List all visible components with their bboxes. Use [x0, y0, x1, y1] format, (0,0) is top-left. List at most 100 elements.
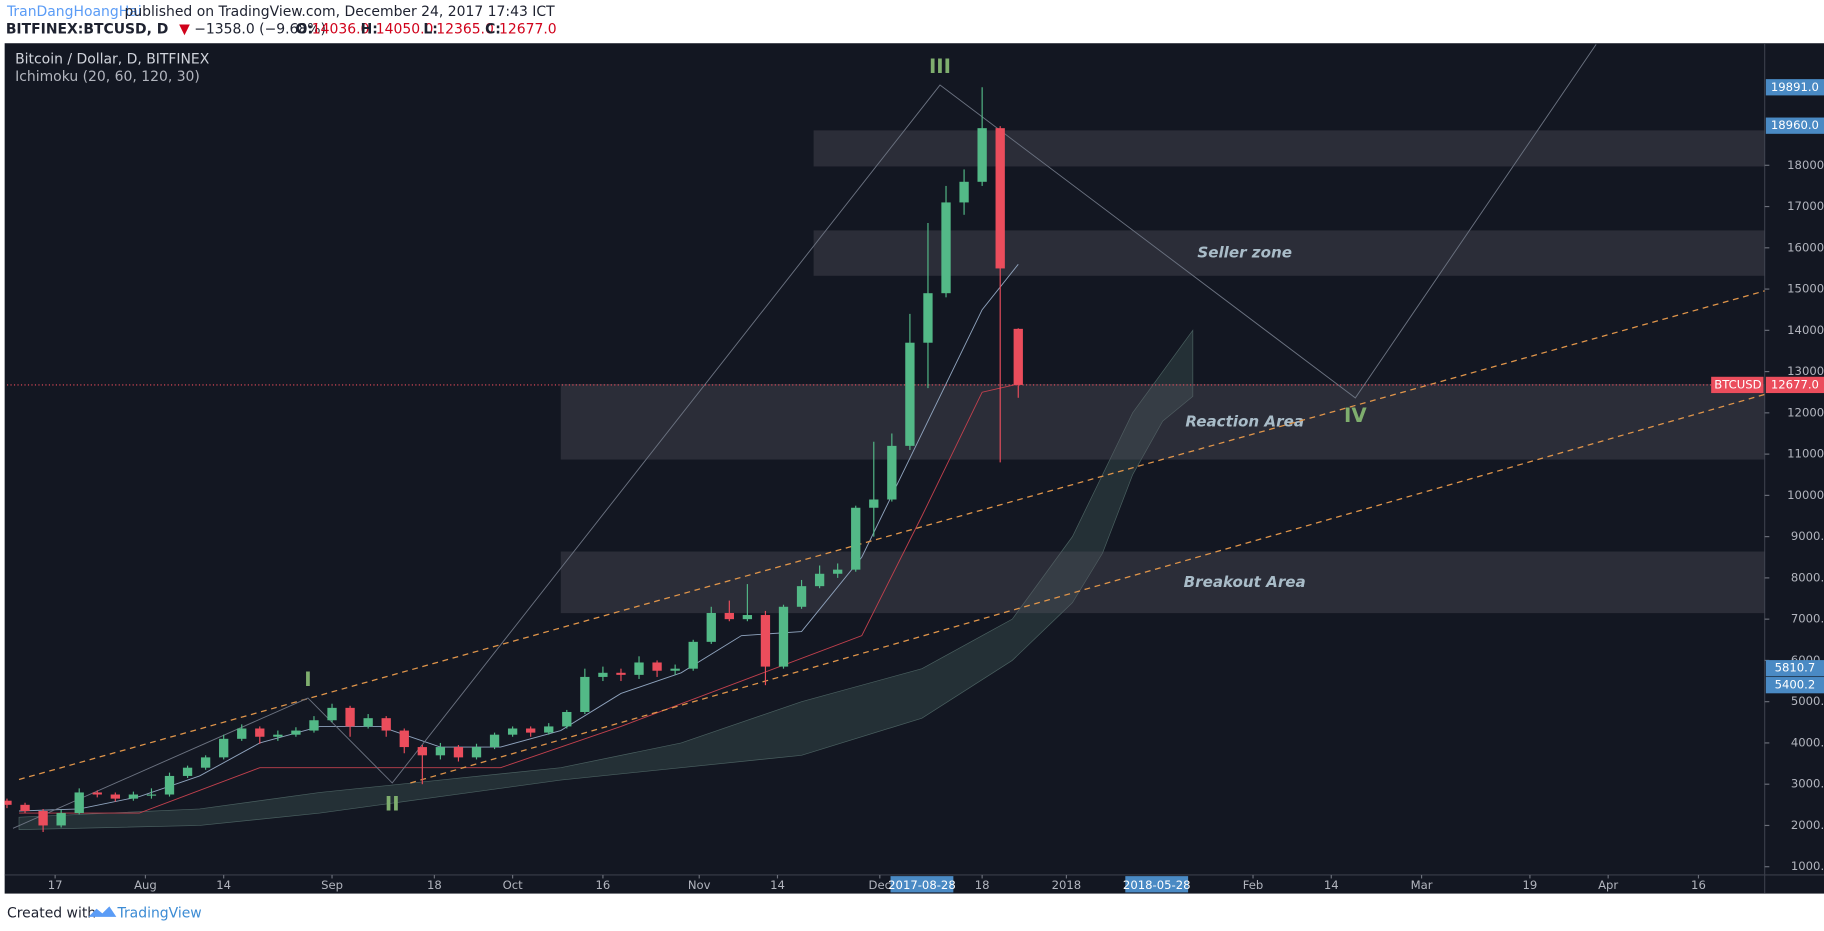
zone-label: Reaction Area — [1185, 412, 1304, 430]
y-tick-label: 17000.0 — [1787, 199, 1824, 213]
price-label: 5810.7 — [1775, 661, 1816, 675]
price-label-box — [1765, 117, 1824, 134]
y-tick-label: 10000.0 — [1787, 488, 1824, 502]
candle-body — [182, 767, 193, 776]
candle-body — [941, 202, 951, 294]
chart-background — [4, 43, 1824, 894]
candle-body — [688, 641, 698, 669]
zone — [813, 230, 1765, 276]
candle-body — [417, 747, 427, 756]
ohlc-value: 12365.0 — [436, 21, 494, 37]
price-label-box — [1765, 660, 1824, 677]
candle-body — [905, 342, 915, 446]
y-tick-label: 5000.0 — [1791, 694, 1824, 708]
zone-label: Seller zone — [1197, 244, 1292, 262]
last-price-name-box — [1711, 376, 1764, 394]
y-tick-label: 15000.0 — [1787, 282, 1824, 296]
candle-body — [977, 128, 987, 182]
wave-line — [12, 44, 1597, 829]
candle-body — [453, 747, 464, 758]
x-tick-label: 14 — [1324, 878, 1339, 892]
price-label: 5400.2 — [1775, 678, 1816, 692]
candle-body — [833, 569, 843, 574]
candle-body — [146, 794, 157, 796]
candle-body — [381, 718, 391, 731]
candle-body — [706, 612, 716, 642]
ohlc-label: C: — [485, 21, 501, 37]
ichimoku-cloud — [18, 329, 1194, 830]
y-tick-label: 1000.0 — [1791, 859, 1824, 873]
y-tick-label: 16000.0 — [1787, 240, 1824, 254]
candle-body — [562, 711, 572, 727]
x-marker-box — [1125, 876, 1189, 893]
author[interactable]: TranDangHoangHai — [6, 4, 142, 20]
ichimoku-line — [19, 383, 1019, 814]
candle-body — [670, 668, 680, 671]
zone — [560, 383, 1765, 460]
candle-body — [1013, 328, 1023, 385]
footer-brand[interactable]: TradingView — [116, 905, 201, 921]
candle-body — [273, 734, 283, 737]
x-marker-label: 2017-08-28 — [888, 878, 956, 892]
x-tick-label: 16 — [596, 878, 611, 892]
candle-body — [869, 499, 879, 508]
x-tick-label: Dec — [869, 878, 891, 892]
x-tick-label: 18 — [427, 878, 442, 892]
candle-body — [995, 128, 1005, 269]
ohlc-label: H: — [361, 21, 378, 37]
y-tick-label: 9000.0 — [1791, 529, 1824, 543]
y-tick-label: 8000.0 — [1791, 570, 1824, 584]
y-tick-label: 14000.0 — [1787, 323, 1824, 337]
wave-label: IV — [1344, 404, 1367, 427]
last-price-label: 12677.0 — [1771, 377, 1819, 391]
candle-body — [4, 800, 12, 805]
x-tick-label: 14 — [216, 878, 231, 892]
candle-body — [724, 612, 734, 620]
candle-body — [327, 707, 337, 721]
ohlc-value: 14036.0 — [312, 21, 370, 37]
candle-body — [526, 728, 536, 733]
candle-body — [634, 662, 644, 675]
candle-body — [923, 293, 933, 343]
candle-body — [92, 792, 102, 795]
candle-body — [200, 757, 211, 768]
candle-body — [291, 730, 301, 735]
x-tick-label: Nov — [688, 878, 711, 892]
x-tick-label: Oct — [503, 878, 524, 892]
chart-title: Bitcoin / Dollar, D, BITFINEX — [15, 52, 210, 68]
y-tick-label: 3000.0 — [1791, 777, 1824, 791]
y-tick-label: 13000.0 — [1787, 364, 1824, 378]
trendline — [18, 290, 1765, 781]
x-tick-label: Apr — [1598, 878, 1618, 892]
plot: Seller zone Reaction Area Breakout Area III… — [4, 44, 1765, 833]
zone — [560, 551, 1765, 614]
symbol: BITFINEX:BTCUSD, D — [6, 21, 169, 37]
candle-body — [507, 728, 518, 735]
change-arrow: ▼ — [179, 21, 190, 37]
ohlc-label: O: — [295, 21, 312, 37]
indicator-label: Ichimoku (20, 60, 120, 30) — [15, 69, 200, 85]
candle-body — [56, 813, 66, 826]
candle-body — [598, 672, 608, 677]
candle-body — [110, 794, 120, 799]
footer-created: Created with — [7, 905, 96, 921]
y-tick-label: 7000.0 — [1791, 612, 1824, 626]
candle-body — [38, 811, 48, 826]
ohlc-label: L: — [423, 21, 437, 37]
y-tick-label: 12000.0 — [1787, 405, 1824, 419]
price-label: 19891.0 — [1771, 80, 1819, 94]
last-price-name: BTCUSD — [1714, 377, 1761, 391]
candle-body — [760, 615, 771, 667]
candle-body — [959, 181, 969, 203]
x-marker-box — [890, 876, 954, 893]
x-tick-label: Mar — [1411, 878, 1433, 892]
wave-label: III — [929, 55, 951, 78]
candle-body — [309, 720, 319, 731]
candle-body — [74, 792, 84, 814]
zone-label: Breakout Area — [1184, 573, 1306, 591]
candle-body — [652, 662, 662, 671]
x-marker-label: 2018-05-28 — [1123, 878, 1191, 892]
candle-body — [435, 747, 446, 756]
x-tick-label: 19 — [1523, 878, 1538, 892]
